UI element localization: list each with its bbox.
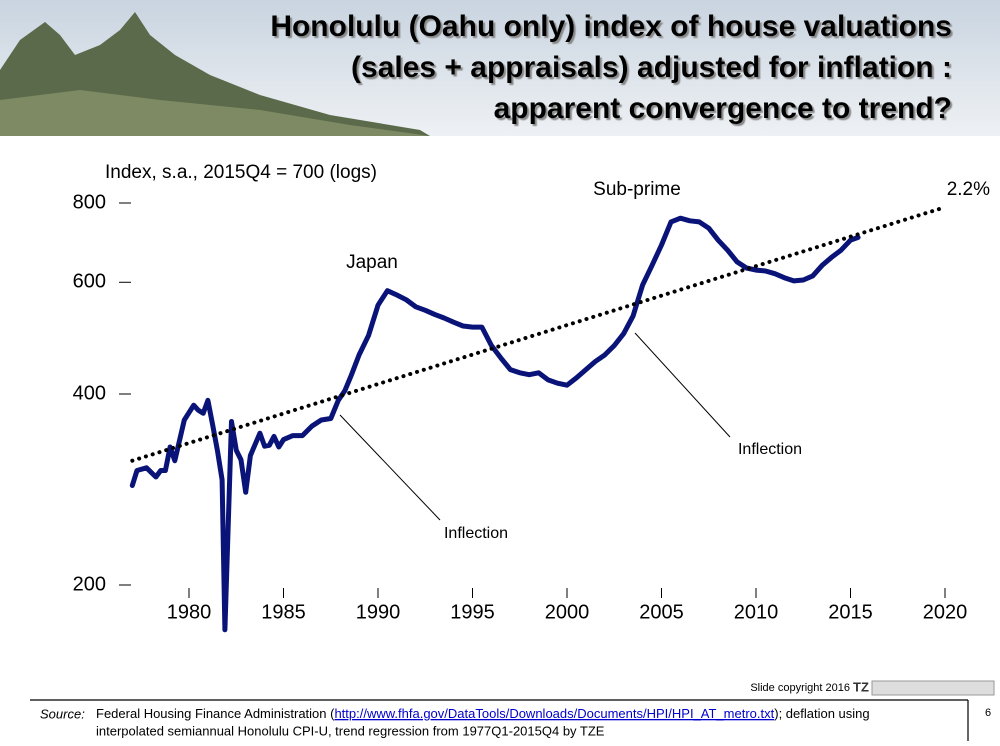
logo: TZ xyxy=(853,679,869,694)
y-tick-label: 200 xyxy=(73,573,106,595)
source-link[interactable]: http://www.fhfa.gov/DataTools/Downloads/… xyxy=(334,706,774,721)
source-part: ); deflation using xyxy=(774,706,869,721)
source-label: Source: xyxy=(40,706,85,721)
annotation: Inflection xyxy=(444,525,508,542)
series-line xyxy=(130,205,947,463)
x-tick-label: 1980 xyxy=(167,601,212,623)
annotation: Japan xyxy=(346,252,398,273)
annotation: Inflection xyxy=(738,441,802,458)
source-part: Federal Housing Finance Administration ( xyxy=(96,706,335,721)
series-line xyxy=(129,215,861,633)
logo-strip xyxy=(871,680,995,696)
x-tick-label: 2000 xyxy=(545,601,590,623)
y-axis-label: Index, s.a., 2015Q4 = 700 (logs) xyxy=(105,162,377,183)
x-tick-label: 2020 xyxy=(923,601,968,623)
title-line: Honolulu (Oahu only) index of house valu… xyxy=(270,10,952,43)
source-text: Federal Housing Finance Administration (… xyxy=(96,706,870,721)
annotation: 2.2% xyxy=(947,179,990,200)
y-tick-label: 800 xyxy=(73,191,106,213)
title-line: apparent convergence to trend? xyxy=(494,92,952,125)
source-text: interpolated semiannual Honolulu CPI-U, … xyxy=(96,723,605,738)
y-tick-label: 400 xyxy=(73,382,106,404)
copyright: Slide copyright 2016 xyxy=(750,682,850,694)
hill xyxy=(0,90,430,136)
x-tick-label: 1990 xyxy=(356,601,401,623)
title-line: (sales + appraisals) adjusted for inflat… xyxy=(351,51,952,84)
x-tick-label: 2005 xyxy=(639,601,684,623)
leader-line xyxy=(634,332,731,438)
leader-line xyxy=(339,414,441,521)
x-tick-label: 2015 xyxy=(828,601,873,623)
x-tick-label: 1995 xyxy=(450,601,495,623)
x-tick-label: 1985 xyxy=(261,601,306,623)
page-number: 6 xyxy=(985,707,991,719)
annotation: Sub-prime xyxy=(593,179,681,200)
plot: 200 400 600 800 1980 1985 1990 1995 2000 2005 2010… xyxy=(73,191,968,633)
y-tick-label: 600 xyxy=(73,271,106,293)
x-tick-label: 2010 xyxy=(734,601,779,623)
